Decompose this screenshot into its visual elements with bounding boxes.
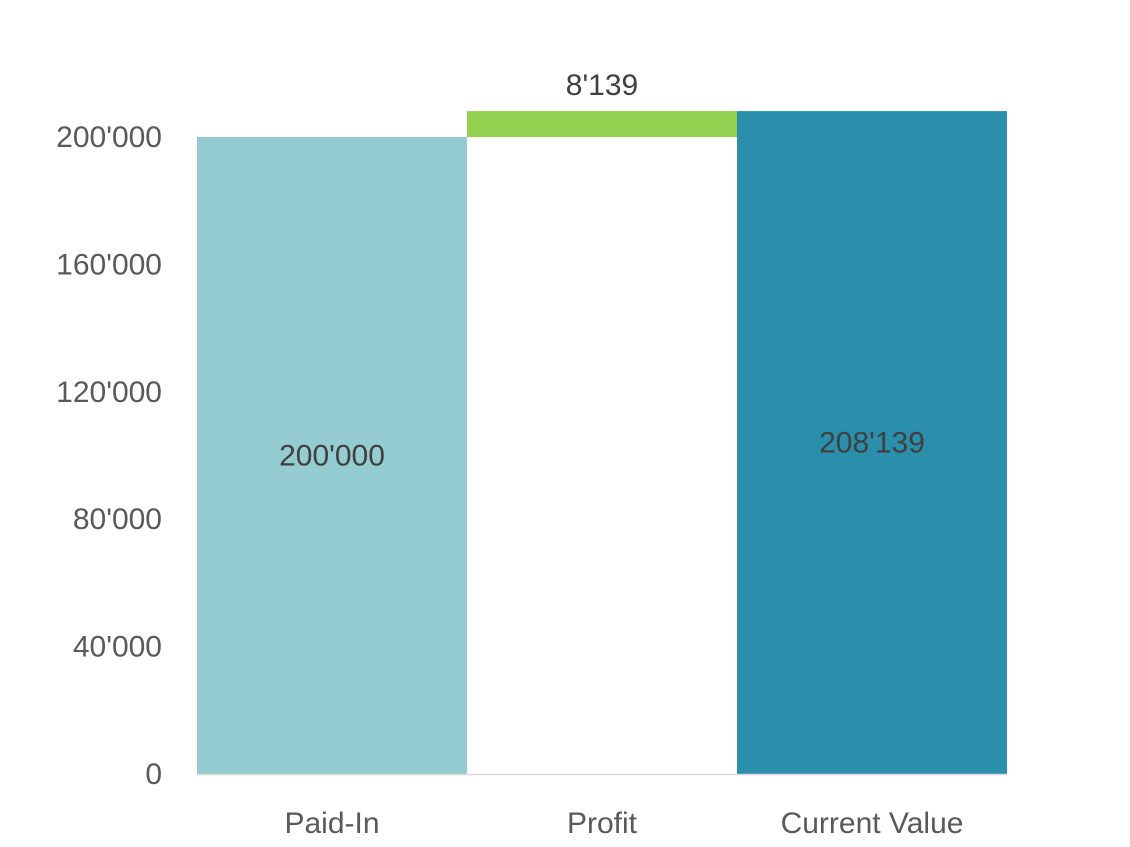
- bar-current-value: [737, 111, 1007, 775]
- y-tick-label: 160'000: [56, 248, 162, 281]
- y-axis-tick-labels: 0 40'000 80'000 120'000 160'000 200'000: [56, 121, 162, 791]
- x-category-label: Current Value: [781, 807, 964, 840]
- y-tick-label: 0: [145, 758, 162, 791]
- data-label-current-value: 208'139: [819, 427, 925, 460]
- data-label-profit: 8'139: [566, 69, 638, 102]
- x-category-label: Paid-In: [284, 807, 379, 840]
- bars-group: [197, 111, 1007, 775]
- y-tick-label: 80'000: [73, 503, 162, 536]
- bar-profit: [467, 111, 737, 137]
- data-label-paid-in: 200'000: [279, 440, 385, 473]
- x-axis-category-labels: Paid-In Profit Current Value: [284, 807, 963, 840]
- y-tick-label: 120'000: [56, 376, 162, 409]
- data-labels: 200'000 8'139 208'139: [279, 69, 925, 472]
- bar-paid-in: [197, 137, 467, 774]
- y-tick-label: 40'000: [73, 631, 162, 664]
- x-category-label: Profit: [567, 807, 638, 840]
- y-tick-label: 200'000: [56, 121, 162, 154]
